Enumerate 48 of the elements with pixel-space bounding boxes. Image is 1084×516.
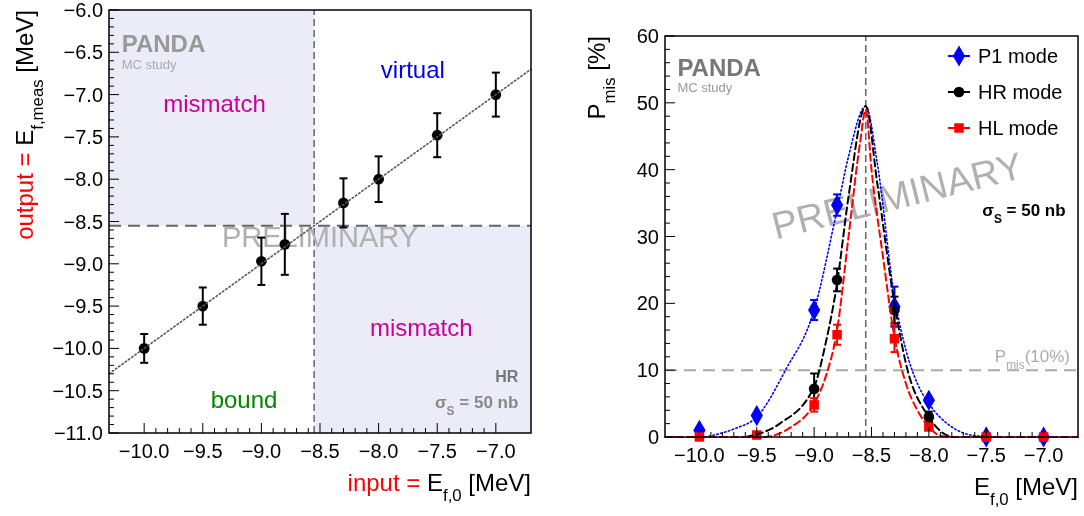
- x-tick-label: −10.0: [118, 440, 170, 462]
- x-tick-label: −7.0: [476, 440, 516, 462]
- ref-line-label: P$_{mis}$(10%): [994, 347, 1070, 373]
- legend-label: P1 mode: [978, 45, 1059, 67]
- y-tick-label: 50: [636, 91, 659, 114]
- y-tick-label: −7.5: [63, 125, 103, 148]
- x-tick-label: −8.5: [851, 444, 892, 466]
- y-tick-label: −8.5: [63, 210, 103, 233]
- y-tick-label: −10.5: [52, 379, 103, 402]
- y-tick-label: 0: [647, 426, 659, 448]
- y-tick-label: 20: [636, 292, 659, 315]
- x-axis-title: E$_{f,0}$ [MeV]: [973, 473, 1078, 509]
- x-tick-label: −9.5: [183, 440, 223, 462]
- y-tick-label: −9.5: [63, 295, 103, 318]
- x-tick-label: −7.5: [417, 440, 457, 462]
- annotation: bound: [210, 385, 278, 413]
- annotation: PANDA: [677, 54, 761, 82]
- y-tick-label: −7.0: [63, 83, 103, 106]
- x-tick-label: −8.0: [358, 440, 399, 462]
- y-tick-label: −11.0: [53, 422, 103, 444]
- x-tick-label: −9.5: [737, 444, 777, 466]
- y-tick-label: −6.5: [63, 41, 103, 64]
- y-tick-label: −8.0: [63, 168, 103, 191]
- x-tick-label: −7.5: [966, 444, 1006, 466]
- y-tick-label: 60: [636, 25, 659, 47]
- y-tick-label: 10: [636, 359, 659, 382]
- y-tick-label: 30: [636, 225, 659, 248]
- x-tick-label: −9.0: [794, 444, 834, 466]
- x-tick-label: −8.0: [909, 444, 949, 466]
- annotation: MC study: [677, 80, 733, 96]
- y-tick-label: −10.0: [52, 337, 103, 360]
- annotation: MC study: [121, 57, 178, 73]
- annotation: σ$_{S}$ = 50 nb: [434, 392, 519, 418]
- y-tick-label: 40: [636, 158, 659, 181]
- annotation: mismatch: [163, 89, 266, 117]
- annotation: PANDA: [121, 30, 206, 58]
- annotation: mismatch: [369, 313, 473, 341]
- y-tick-label: −9.0: [63, 252, 103, 275]
- x-tick-label: −8.5: [300, 440, 340, 462]
- legend-label: HR mode: [978, 81, 1063, 103]
- annotation: HR: [495, 368, 519, 386]
- x-tick-label: −10.0: [674, 444, 725, 466]
- y-tick-label: −6.0: [63, 0, 103, 21]
- annotation: virtual: [380, 55, 445, 83]
- x-tick-label: −9.0: [241, 440, 282, 462]
- legend-label: HL mode: [978, 117, 1059, 139]
- x-tick-label: −7.0: [1023, 444, 1064, 466]
- x-axis-title: input = E$_{f,0}$ [MeV]: [347, 469, 531, 505]
